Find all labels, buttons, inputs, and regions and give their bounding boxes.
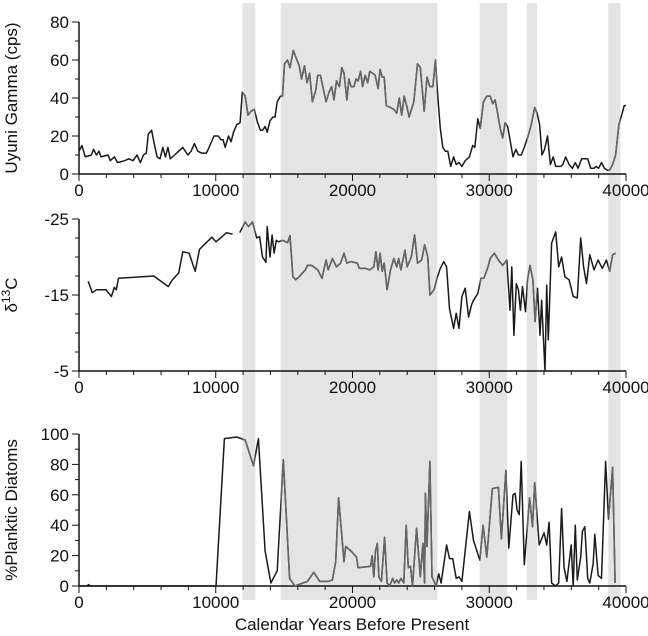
x-tick-label: 40000 — [602, 181, 648, 200]
x-tick-label: 20000 — [329, 181, 376, 200]
x-tick-label: 10000 — [192, 593, 239, 612]
panel-3: 0 10000 20000 30000 40000 0 20 40 60 80 100 %Plankt… — [2, 425, 648, 612]
y-tick-label: 20 — [50, 127, 69, 146]
series-line-in-band — [242, 49, 621, 171]
y-tick-label: 80 — [50, 455, 69, 474]
y-tick-label: 0 — [60, 577, 69, 596]
y-tick-label: 80 — [50, 13, 69, 32]
y-tick-label: 60 — [50, 51, 69, 70]
y-tick-label: -15 — [44, 286, 69, 305]
shaded-bands — [242, 3, 621, 600]
x-tick-label: 30000 — [466, 593, 513, 612]
y-tick-label: 40 — [50, 89, 69, 108]
y-axis-title-superscript: 13 — [0, 289, 13, 303]
panel-2: 0 10000 20000 30000 40000 -25 -15 -5 δ13C — [0, 210, 648, 397]
y-tick-label: -5 — [54, 362, 69, 381]
shaded-band — [608, 3, 621, 600]
x-tick-label: 20000 — [329, 378, 376, 397]
y-axis-title-symbol: δ — [2, 303, 21, 312]
x-tick-label: 30000 — [466, 378, 513, 397]
x-axis-title: Calendar Years Before Present — [235, 615, 470, 634]
y-tick-label: 20 — [50, 547, 69, 566]
y-tick-label: 100 — [41, 425, 69, 444]
y-axis-title: %Planktic Diatoms — [2, 439, 21, 581]
y-tick-label: 40 — [50, 516, 69, 535]
y-tick-label: 60 — [50, 486, 69, 505]
x-tick-label: 0 — [74, 593, 83, 612]
panel-1: 0 10000 20000 30000 40000 0 20 40 60 80 Uyuni Gamm… — [2, 13, 648, 200]
x-tick-label: 10000 — [192, 181, 239, 200]
y-axis-title: δ13C — [0, 277, 21, 312]
y-axis-title-rest: C — [2, 277, 21, 289]
x-tick-label: 10000 — [192, 378, 239, 397]
series-line — [87, 231, 233, 298]
x-tick-label: 30000 — [466, 181, 513, 200]
y-axis-title: Uyuni Gamma (cps) — [2, 22, 21, 173]
x-tick-label: 0 — [74, 181, 83, 200]
x-tick-label: 0 — [74, 378, 83, 397]
x-tick-label: 20000 — [329, 593, 376, 612]
x-tick-label: 40000 — [602, 593, 648, 612]
y-tick-label: 0 — [60, 165, 69, 184]
series-line-in-band — [88, 233, 233, 297]
x-tick-label: 40000 — [602, 378, 648, 397]
shaded-band — [526, 3, 538, 600]
shaded-band — [280, 3, 438, 600]
y-tick-label: -25 — [44, 210, 69, 229]
shaded-band — [242, 3, 256, 600]
